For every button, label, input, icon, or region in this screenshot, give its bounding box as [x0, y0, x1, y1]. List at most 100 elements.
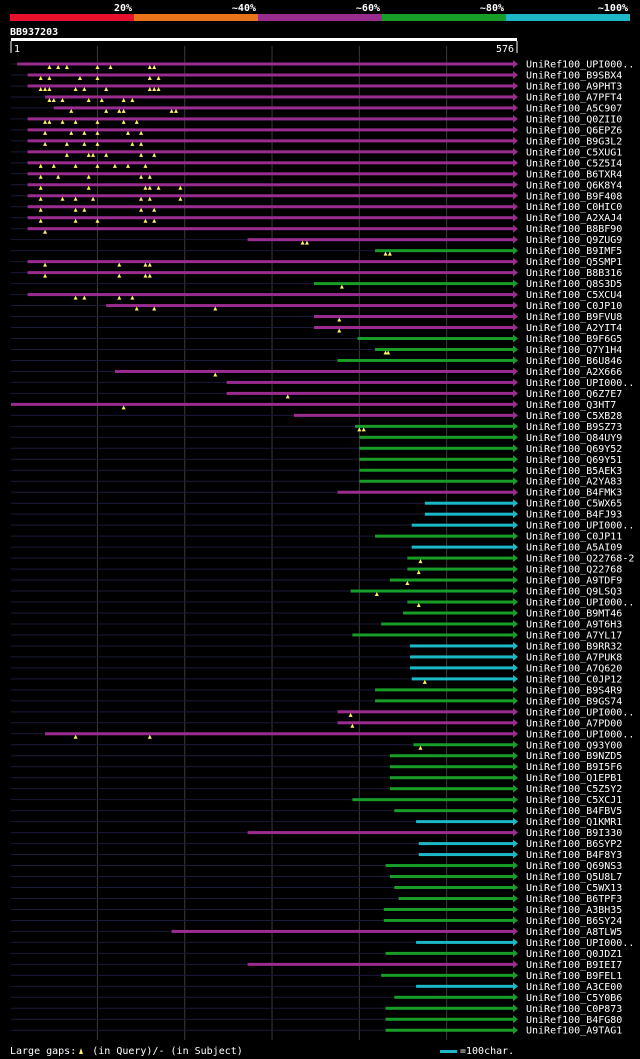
hit-end-arrow — [513, 257, 518, 266]
hit-row: UniRef100_A7PUK8 — [11, 652, 622, 663]
query-gap-marker — [337, 328, 342, 333]
query-gap-marker — [350, 723, 355, 728]
query-gap-marker — [121, 405, 126, 410]
hit-end-arrow — [513, 784, 518, 793]
hit-end-arrow — [513, 378, 518, 387]
hit-end-arrow — [513, 422, 518, 431]
hit-label: UniRef100_Q9ZUG9 — [526, 235, 622, 246]
gap-legend-label: Large gaps: — [10, 1046, 82, 1057]
query-gap-marker — [416, 603, 421, 608]
hit-row: UniRef100_Q7Y1H4 — [11, 345, 622, 356]
query-gap-marker — [117, 108, 122, 113]
hit-end-arrow — [513, 718, 518, 727]
hit-label: UniRef100_UPI000.. — [526, 938, 634, 949]
hit-label: UniRef100_A9TAG1 — [526, 1026, 622, 1037]
query-gap-marker — [143, 218, 148, 223]
hit-bar — [407, 600, 513, 604]
hit-bar — [418, 853, 513, 857]
hit-row: UniRef100_A5AI09 — [11, 543, 622, 554]
query-gap-marker — [38, 75, 43, 80]
hit-bar — [27, 150, 513, 154]
query-gap-marker — [95, 130, 100, 135]
hit-end-arrow — [513, 279, 518, 288]
hit-end-arrow — [513, 70, 518, 79]
query-gap-marker — [60, 119, 65, 124]
hit-label: UniRef100_A2YA83 — [526, 477, 622, 488]
hit-row: UniRef100_A7PD00 — [11, 718, 622, 729]
hit-end-arrow — [513, 905, 518, 914]
hit-end-arrow — [513, 169, 518, 178]
hit-bar — [359, 468, 513, 472]
gap-legend-query: (in Query)/ — [92, 1046, 158, 1057]
hit-bar — [17, 62, 514, 66]
query-gap-marker — [143, 185, 148, 190]
hit-end-arrow — [513, 652, 518, 661]
hit-label: UniRef100_A2YIT4 — [526, 323, 622, 334]
hit-label: UniRef100_Q5SMP1 — [526, 257, 622, 268]
hit-end-arrow — [513, 982, 518, 991]
gap-legend-marker — [79, 1048, 83, 1054]
hit-bar — [53, 106, 514, 110]
hit-bar — [359, 457, 513, 461]
hit-row: UniRef100_B6U846 — [11, 356, 622, 367]
hit-end-arrow — [513, 81, 518, 90]
hit-row: UniRef100_UPI000.. — [11, 707, 634, 718]
hit-bar — [27, 117, 513, 121]
hit-label: UniRef100_Q0ZII0 — [526, 114, 622, 125]
hit-row: UniRef100_UPI000.. — [11, 521, 634, 532]
hit-bar — [394, 886, 513, 889]
query-gap-marker — [383, 251, 388, 256]
hit-bar — [247, 238, 513, 242]
hit-label: UniRef100_A5C907 — [526, 103, 622, 114]
hit-bar — [27, 73, 513, 77]
hit-end-arrow — [513, 158, 518, 167]
hit-label: UniRef100_Q22768 — [526, 565, 622, 576]
query-gap-marker — [213, 306, 218, 311]
hit-row: UniRef100_Q6K8Y4 — [11, 180, 622, 191]
hit-bar — [389, 765, 513, 769]
legend-label-1: 20% — [114, 3, 132, 14]
hit-bar — [27, 260, 513, 264]
query-gap-marker — [147, 196, 152, 201]
hit-label: UniRef100_B8BF90 — [526, 224, 622, 235]
query-gap-marker — [38, 196, 43, 201]
hit-end-arrow — [513, 828, 518, 837]
hit-row: UniRef100_B4FMK3 — [11, 488, 622, 499]
hit-bar — [27, 172, 513, 176]
hit-bar — [359, 479, 513, 483]
query-gap-marker — [95, 75, 100, 80]
query-gap-marker — [82, 207, 87, 212]
hit-bar — [27, 128, 513, 132]
hit-label: UniRef100_A2XAJ4 — [526, 213, 622, 224]
query-gap-marker — [416, 570, 421, 575]
hit-bar — [27, 161, 513, 165]
hit-bar — [45, 732, 513, 736]
hit-end-arrow — [513, 795, 518, 804]
query-gap-marker — [121, 97, 126, 102]
hit-row: UniRef100_B9F6G5 — [11, 334, 622, 345]
hit-row: UniRef100_A9PHT3 — [11, 81, 622, 92]
query-gap-marker — [86, 185, 91, 190]
query-gap-marker — [418, 559, 423, 564]
hit-label: UniRef100_A5AI09 — [526, 543, 622, 554]
hit-end-arrow — [513, 707, 518, 716]
hit-row: UniRef100_A3BH35 — [11, 905, 622, 916]
hit-label: UniRef100_B6SYP2 — [526, 839, 622, 850]
hit-end-arrow — [513, 685, 518, 694]
hit-bar — [350, 589, 513, 593]
query-gap-marker — [139, 141, 144, 146]
hit-end-arrow — [513, 554, 518, 563]
query-gap-marker — [86, 97, 91, 102]
hit-bar — [389, 776, 513, 780]
hit-row: UniRef100_UPI000.. — [11, 729, 634, 740]
hit-label: UniRef100_A7PD00 — [526, 718, 622, 729]
query-gap-marker — [139, 207, 144, 212]
query-gap-marker — [178, 185, 183, 190]
query-gap-marker — [104, 152, 109, 157]
query-gap-marker — [69, 130, 74, 135]
query-gap-marker — [139, 196, 144, 201]
hit-bar — [27, 216, 513, 220]
query-gap-marker — [47, 75, 52, 80]
query-gap-marker — [139, 130, 144, 135]
hit-label: UniRef100_A7Q620 — [526, 663, 622, 674]
